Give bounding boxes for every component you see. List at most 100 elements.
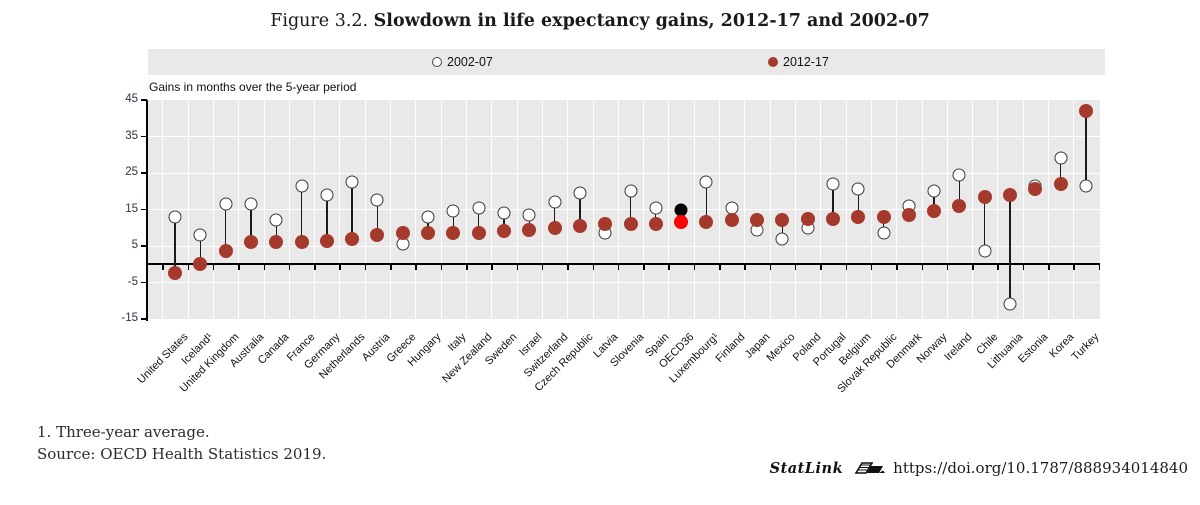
gridline-horizontal [148,245,1100,247]
marker-2012-17 [648,217,663,232]
marker-2012-17 [421,226,436,241]
gridline-vertical [238,100,240,319]
zero-baseline-tick [1098,265,1101,271]
zero-baseline-tick [466,265,468,271]
gridline-vertical [845,100,847,319]
gridline-vertical [1048,100,1050,319]
marker-2012-17 [825,211,840,226]
y-axis-tick [141,281,147,284]
marker-2002-07 [193,228,207,242]
marker-2002-07 [269,213,283,227]
figure-number: Figure 3.2. [270,11,369,31]
marker-2002-07 [1054,151,1068,165]
gridline-vertical [491,100,493,319]
zero-baseline-tick [238,265,240,271]
y-tick-label: -5 [127,275,138,288]
connector-stem [376,200,379,236]
marker-2002-07 [345,175,359,189]
marker-2002-07 [421,210,435,224]
connector-stem [427,216,429,234]
gridline-horizontal [148,172,1100,174]
legend-label-2002-07: 2002-07 [447,55,493,69]
zero-baseline-tick [491,265,493,271]
connector-stem [933,191,935,212]
statlink-url[interactable]: https://doi.org/10.1787/888934014840 [893,459,1188,477]
zero-baseline [148,263,1100,266]
y-axis-tick [141,245,147,247]
marker-2002-07 [219,197,233,211]
marker-2012-17 [1003,187,1018,202]
marker-2012-17 [572,218,587,233]
zero-baseline-tick [339,265,341,271]
marker-2002-07 [952,168,966,182]
y-axis-tick [141,318,147,320]
zero-baseline-tick [744,265,746,271]
y-tick-label: 15 [125,202,138,215]
plot-area [148,100,1101,319]
zero-baseline-tick [693,265,696,271]
marker-2002-07 [370,193,384,207]
zero-baseline-tick [162,265,164,271]
marker-2012-17 [952,198,967,213]
zero-baseline-tick [820,265,822,271]
gridline-vertical [972,100,974,319]
zero-baseline-tick [769,265,772,271]
marker-2012-17 [699,215,714,230]
connector-stem [300,185,303,243]
marker-2002-07 [826,177,840,191]
zero-baseline-tick [643,265,645,271]
marker-2002-07 [168,210,182,224]
marker-2012-17 [775,213,790,228]
marker-2012-17 [522,222,537,237]
gridline-vertical [617,100,619,319]
gridline-vertical [466,100,467,319]
zero-baseline-tick [567,265,569,271]
gridline-vertical [364,100,366,319]
zero-baseline-tick [187,265,190,271]
marker-2002-07 [548,195,562,209]
marker-2012-17 [1079,103,1093,118]
marker-2012-17 [547,220,562,235]
source-note: Source: OECD Health Statistics 2019. [37,445,327,463]
marker-2002-07 [497,206,511,220]
gridline-vertical [390,100,392,319]
marker-2002-07 [725,201,739,215]
gridline-vertical [896,100,898,319]
marker-2012-17 [294,235,309,250]
zero-baseline-tick [212,265,215,271]
statlink-row: StatLink https://doi.org/10.1787/8889340… [770,459,1188,477]
zero-baseline-tick [1073,265,1075,271]
y-tick-label: 35 [125,129,138,142]
marker-2002-07 [295,179,309,193]
zero-baseline-tick [541,265,544,271]
gridline-vertical [643,100,645,319]
marker-2012-17 [851,209,866,224]
marker-2002-07 [775,232,789,246]
y-axis-tick [141,172,147,174]
connector-stem [275,220,277,243]
y-tick-label: 5 [131,239,138,251]
gridline-vertical [516,100,518,319]
connector-stem [655,207,657,225]
zero-baseline-tick [794,265,797,271]
connector-stem [1009,194,1011,305]
marker-2002-07 [699,175,713,189]
gridline-vertical [592,100,594,319]
gridline-vertical [314,100,316,319]
zero-baseline-tick [364,265,367,271]
connector-stem [1059,158,1062,184]
gridline-vertical [794,100,796,319]
zero-baseline-tick [263,265,266,271]
marker-2012-17 [345,231,360,246]
connector-stem [958,174,961,206]
connector-stem [579,193,581,226]
marker-2012-17 [395,226,410,241]
zero-baseline-tick [314,265,316,271]
connector-stem [882,216,885,234]
marker-2012-17 [598,217,613,232]
gridline-vertical [440,100,442,319]
gridline-vertical [1022,100,1024,319]
marker-2012-17 [319,233,334,248]
gridline-vertical [668,100,670,319]
gridline-vertical [820,100,822,319]
